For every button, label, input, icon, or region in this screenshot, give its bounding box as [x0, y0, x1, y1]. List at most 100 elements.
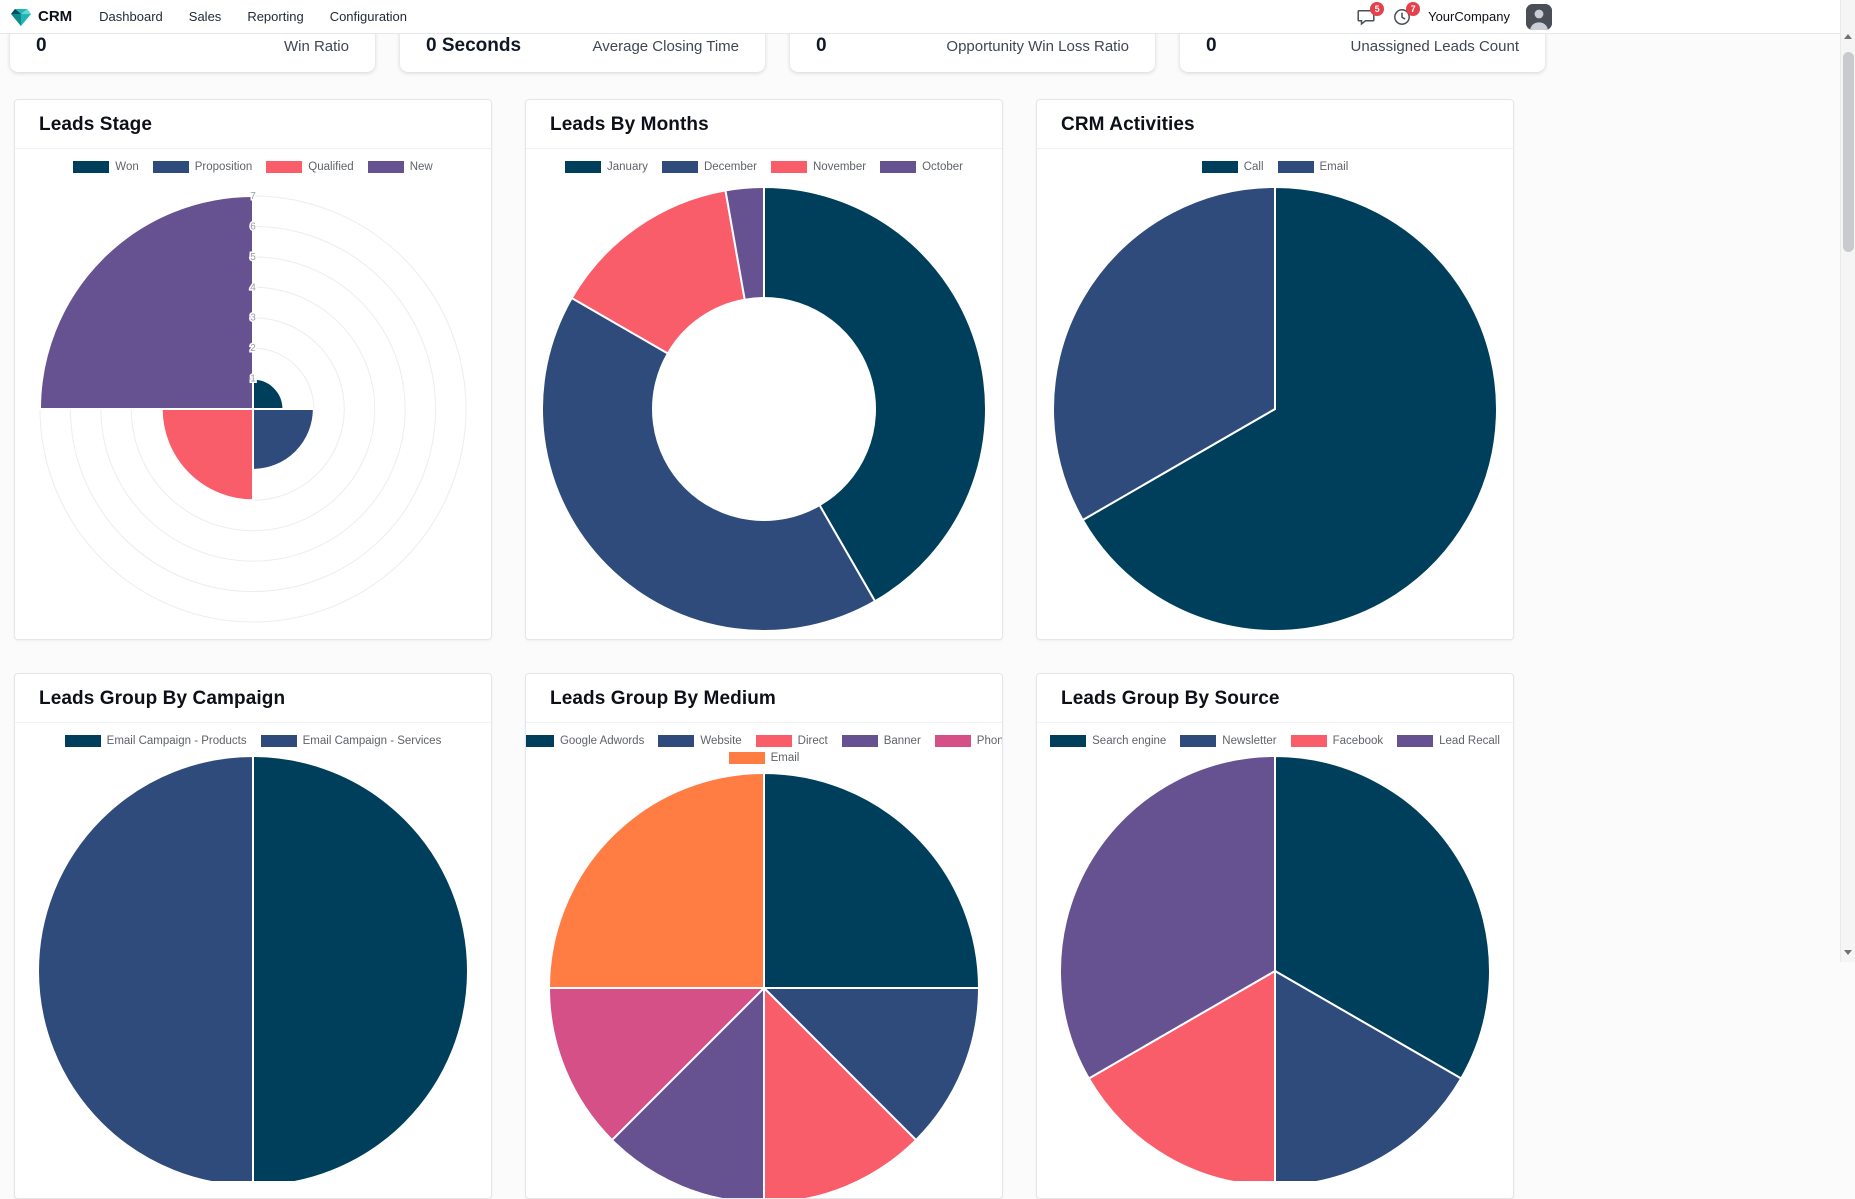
segment-call[interactable]	[1081, 185, 1498, 632]
company-switcher[interactable]: YourCompany	[1428, 9, 1510, 24]
pie-chart	[1052, 185, 1498, 632]
messages-icon[interactable]: 5	[1356, 1, 1385, 27]
chart-title: Leads Group By Campaign	[15, 674, 491, 723]
segment-proposition[interactable]	[252, 408, 315, 471]
legend-label: Direct	[797, 735, 828, 747]
kpi-value: 0 Seconds	[426, 35, 522, 56]
segment-new[interactable]	[38, 194, 254, 410]
activities-badge: 7	[1406, 1, 1421, 16]
crm-app-logo-icon[interactable]	[10, 7, 32, 27]
legend-item-email-campaign-services[interactable]: Email Campaign - Services	[260, 735, 441, 747]
legend-label: Qualified	[308, 161, 354, 173]
legend-item-november[interactable]: November	[771, 161, 866, 173]
legend-label: Facebook	[1332, 735, 1384, 747]
chart-card-leads-group-by-medium: Leads Group By Medium Google Adwords Webs…	[525, 673, 1003, 1199]
legend-swatch	[880, 161, 917, 173]
legend-item-direct[interactable]: Direct	[755, 735, 828, 747]
vertical-scrollbar[interactable]	[1840, 0, 1855, 962]
chart-legend: Search engine Newsletter Facebook Lead Reca…	[1037, 735, 1513, 747]
menu-item-dashboard[interactable]: Dashboard	[99, 9, 163, 24]
menu-item-reporting[interactable]: Reporting	[247, 9, 304, 24]
legend-item-banner[interactable]: Banner	[841, 735, 921, 747]
pie-chart	[1059, 754, 1491, 1181]
segment-email-campaign-services[interactable]	[37, 754, 254, 1181]
legend-swatch	[526, 735, 554, 747]
chart-title: Leads Stage	[15, 100, 491, 149]
polar-axis-tick: 1	[250, 374, 256, 385]
legend-swatch	[266, 161, 303, 173]
legend-swatch	[73, 161, 110, 173]
legend-item-newsletter[interactable]: Newsletter	[1180, 735, 1277, 747]
main-menu: Dashboard Sales Reporting Configuration	[86, 0, 420, 33]
legend-label: Search engine	[1092, 735, 1167, 747]
legend-label: Email	[770, 752, 800, 764]
segment-email[interactable]	[1052, 185, 1276, 522]
chart-card-crm-activities: CRM Activities Call Email	[1036, 99, 1514, 640]
legend-item-lead-recall[interactable]: Lead Recall	[1397, 735, 1500, 747]
legend-item-call[interactable]: Call	[1201, 161, 1264, 173]
kpi-label: Opportunity Win Loss Ratio	[946, 37, 1129, 55]
user-avatar[interactable]	[1526, 3, 1552, 30]
chart-legend: Google Adwords Website Direct Banner Phone Em…	[526, 735, 1002, 764]
segment-october[interactable]	[724, 185, 765, 301]
legend-item-search-engine[interactable]: Search engine	[1050, 735, 1166, 747]
segment-won[interactable]	[252, 377, 285, 410]
kpi-value: 0	[816, 35, 827, 56]
legend-item-proposition[interactable]: Proposition	[152, 161, 252, 173]
polar-axis-tick: 3	[250, 313, 256, 324]
activities-clock-icon[interactable]: 7	[1392, 1, 1421, 27]
segment-qualified[interactable]	[160, 408, 254, 502]
chart-title: Leads Group By Source	[1037, 674, 1513, 723]
navbar-systray: 5 7 YourCompany	[1356, 1, 1552, 30]
legend-label: Website	[700, 735, 742, 747]
legend-item-email[interactable]: Email	[1277, 161, 1348, 173]
kpi-value: 0	[1206, 35, 1217, 56]
legend-label: Newsletter	[1222, 735, 1277, 747]
legend-item-qualified[interactable]: Qualified	[266, 161, 354, 173]
chart-title: Leads By Months	[526, 100, 1002, 149]
chart-card-leads-group-by-campaign: Leads Group By Campaign Email Campaign -…	[14, 673, 492, 1199]
legend-swatch	[1180, 735, 1217, 747]
chart-title: Leads Group By Medium	[526, 674, 1002, 723]
legend-label: December	[703, 161, 757, 173]
segment-december[interactable]	[541, 296, 877, 632]
legend-item-facebook[interactable]: Facebook	[1290, 735, 1384, 747]
chart-legend: Won Proposition Qualified New	[15, 161, 491, 173]
segment-google-adwords[interactable]	[763, 771, 981, 989]
pie-chart	[37, 754, 469, 1181]
menu-item-sales[interactable]: Sales	[188, 9, 222, 24]
segment-january[interactable]	[763, 185, 987, 603]
chart-legend: Email Campaign - Products Email Campaign …	[15, 735, 491, 747]
clock-icon	[1394, 8, 1411, 25]
scrollbar-up-arrow-icon[interactable]	[1841, 28, 1855, 44]
legend-swatch	[841, 735, 878, 747]
menu-item-configuration[interactable]: Configuration	[329, 9, 408, 24]
polar-axis-tick: 6	[250, 221, 256, 232]
polar-axis-tick: 7	[250, 191, 256, 202]
legend-swatch	[1201, 161, 1238, 173]
app-name[interactable]: CRM	[38, 8, 73, 25]
charts-grid: Leads Stage Won Proposition Qualified New 1…	[0, 99, 1855, 1199]
legend-item-won[interactable]: Won	[73, 161, 139, 173]
segment-email-campaign-products[interactable]	[252, 754, 469, 1181]
legend-item-email-campaign-products[interactable]: Email Campaign - Products	[64, 735, 247, 747]
segment-email[interactable]	[547, 771, 765, 989]
legend-item-december[interactable]: December	[661, 161, 757, 173]
kpi-value: 0	[36, 35, 47, 56]
legend-item-website[interactable]: Website	[658, 735, 742, 747]
legend-item-january[interactable]: January	[565, 161, 648, 173]
legend-swatch	[755, 735, 792, 747]
legend-row: Won Proposition Qualified New	[73, 161, 433, 173]
legend-item-new[interactable]: New	[367, 161, 433, 173]
legend-item-email[interactable]: Email	[728, 752, 800, 764]
navbar-inner: CRM Dashboard Sales Reporting Configurat…	[0, 0, 1556, 33]
legend-item-phone[interactable]: Phone	[934, 735, 1002, 747]
scrollbar-down-arrow-icon[interactable]	[1841, 944, 1855, 960]
legend-item-october[interactable]: October	[880, 161, 963, 173]
legend-item-google-adwords[interactable]: Google Adwords	[526, 735, 644, 747]
kpi-label: Win Ratio	[283, 37, 349, 55]
legend-swatch	[771, 161, 807, 173]
person-icon	[1526, 3, 1552, 30]
scrollbar-thumb[interactable]	[1843, 52, 1854, 252]
